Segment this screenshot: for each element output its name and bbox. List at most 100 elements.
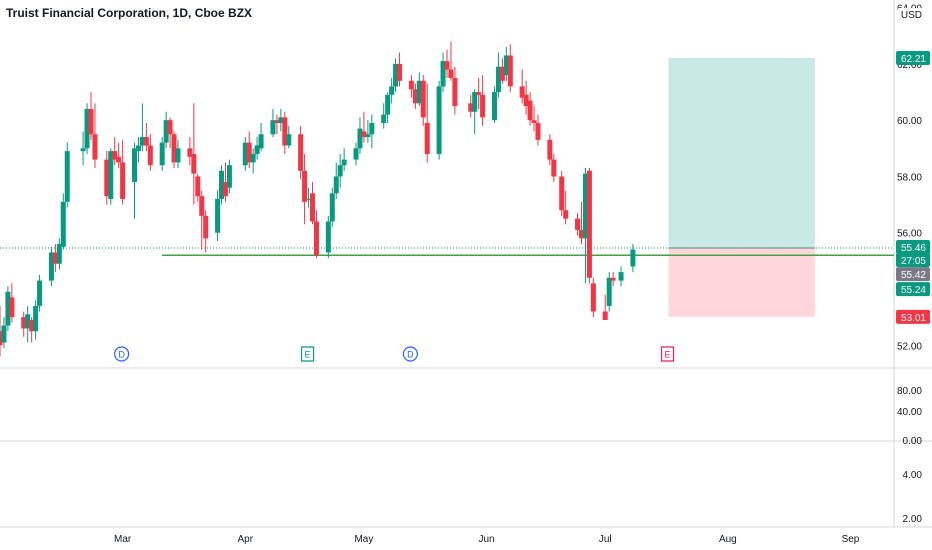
candle-body[interactable] (116, 156, 122, 163)
candle-body[interactable] (361, 131, 367, 138)
candle-body[interactable] (523, 94, 529, 107)
candle-body[interactable] (630, 249, 636, 267)
candle-body[interactable] (424, 123, 430, 154)
candle-body[interactable] (1, 325, 7, 343)
stop-zone[interactable] (668, 247, 815, 317)
candle-body[interactable] (48, 252, 54, 281)
candle-body[interactable] (175, 148, 181, 163)
candle-body[interactable] (606, 277, 612, 306)
candle-body[interactable] (0, 331, 3, 346)
candle-body[interactable] (286, 134, 292, 146)
candle-body[interactable] (369, 123, 375, 135)
candle-body[interactable] (306, 198, 312, 200)
candle-body[interactable] (215, 198, 221, 233)
candle-body[interactable] (187, 148, 193, 157)
candle-body[interactable] (476, 92, 482, 95)
candle-body[interactable] (519, 86, 525, 98)
candle-body[interactable] (472, 92, 478, 112)
candle-body[interactable] (495, 66, 501, 93)
candle-body[interactable] (602, 311, 608, 320)
candle-body[interactable] (551, 159, 557, 177)
candle-body[interactable] (274, 120, 280, 123)
candle-body[interactable] (195, 176, 201, 197)
candle-body[interactable] (298, 134, 304, 171)
candle-body[interactable] (397, 63, 403, 81)
candle-body[interactable] (80, 148, 86, 152)
candle-body[interactable] (37, 280, 43, 306)
candle-body[interactable] (25, 314, 31, 329)
candle-body[interactable] (547, 139, 553, 160)
candle-body[interactable] (219, 170, 225, 199)
candle-body[interactable] (452, 77, 458, 107)
candle-body[interactable] (416, 80, 422, 104)
candle-body[interactable] (491, 92, 497, 121)
candle-body[interactable] (92, 134, 98, 160)
target-zone[interactable] (668, 57, 815, 248)
candle-body[interactable] (357, 128, 363, 149)
candle-body[interactable] (64, 151, 70, 202)
candle-body[interactable] (302, 170, 308, 202)
candle-body[interactable] (618, 272, 624, 281)
candle-body[interactable] (341, 159, 347, 166)
candle-body[interactable] (199, 196, 205, 216)
candle-body[interactable] (448, 69, 454, 78)
candle-body[interactable] (112, 151, 118, 160)
candle-body[interactable] (333, 176, 339, 194)
candle-body[interactable] (84, 108, 90, 149)
candle-body[interactable] (389, 86, 395, 95)
candle-body[interactable] (393, 63, 399, 87)
candle-body[interactable] (282, 117, 288, 146)
candle-body[interactable] (444, 61, 450, 70)
candle-body[interactable] (610, 277, 616, 281)
candle-body[interactable] (167, 120, 173, 135)
candle-body[interactable] (468, 103, 474, 112)
candle-body[interactable] (440, 61, 446, 87)
candle-body[interactable] (135, 145, 141, 152)
candle-body[interactable] (575, 218, 581, 230)
candle-body[interactable] (108, 151, 114, 199)
dividend-icon[interactable] (402, 346, 418, 362)
candle-body[interactable] (171, 134, 177, 163)
candle-body[interactable] (143, 137, 149, 146)
candle-body[interactable] (480, 94, 486, 118)
earnings-icon[interactable] (300, 346, 315, 362)
candle-body[interactable] (246, 142, 252, 163)
candle-body[interactable] (120, 162, 126, 199)
candle-body[interactable] (88, 108, 94, 135)
earnings-icon[interactable] (660, 346, 675, 362)
candle-body[interactable] (270, 120, 276, 135)
candle-body[interactable] (131, 148, 137, 183)
candle-body[interactable] (60, 201, 66, 247)
candle-body[interactable] (147, 145, 153, 166)
candle-body[interactable] (527, 100, 533, 121)
candle-body[interactable] (531, 120, 537, 123)
candle-body[interactable] (563, 210, 569, 219)
candle-body[interactable] (310, 193, 316, 222)
candle-body[interactable] (104, 159, 110, 197)
candle-body[interactable] (250, 153, 256, 163)
candle-body[interactable] (337, 165, 343, 177)
candle-body[interactable] (436, 86, 442, 154)
candle-body[interactable] (313, 221, 319, 256)
candle-body[interactable] (582, 173, 588, 239)
candle-body[interactable] (226, 165, 232, 188)
candle-body[interactable] (381, 114, 387, 123)
candle-body[interactable] (254, 145, 260, 154)
candle-body[interactable] (21, 317, 27, 329)
candle-body[interactable] (559, 176, 565, 211)
candle-body[interactable] (222, 182, 228, 197)
candle-body[interactable] (503, 55, 509, 76)
candle-body[interactable] (191, 153, 197, 174)
candle-body[interactable] (258, 134, 264, 149)
candle-body[interactable] (9, 297, 15, 318)
candle-body[interactable] (420, 80, 426, 118)
candle-body[interactable] (412, 89, 418, 104)
candle-body[interactable] (139, 137, 145, 146)
candle-body[interactable] (578, 229, 584, 239)
candle-body[interactable] (590, 283, 596, 312)
candle-body[interactable] (586, 170, 592, 278)
candle-body[interactable] (163, 120, 169, 143)
candle-body[interactable] (507, 55, 513, 87)
candle-body[interactable] (329, 193, 335, 222)
candle-body[interactable] (365, 134, 371, 138)
